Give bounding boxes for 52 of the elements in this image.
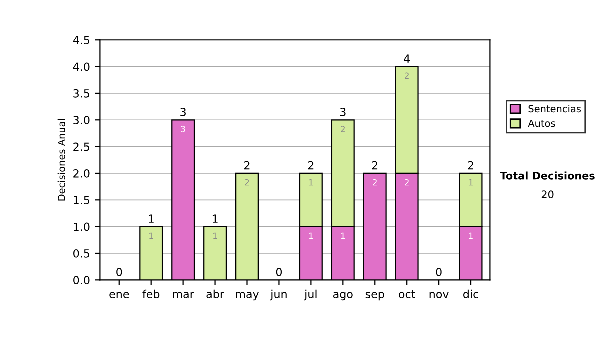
total-label: 3 xyxy=(340,108,346,116)
x-tick-label: may xyxy=(236,292,260,301)
x-tick-label: sep xyxy=(366,292,384,301)
legend-label: Sentencias xyxy=(528,105,582,113)
total-label: 2 xyxy=(244,161,250,170)
total-label: 0 xyxy=(436,268,442,276)
data-label: 2 xyxy=(341,126,345,132)
y-tick-label: 4.5 xyxy=(73,36,90,44)
data-label: 3 xyxy=(181,126,186,132)
total-label: 2 xyxy=(308,161,314,170)
x-tick-label: jun xyxy=(270,290,287,301)
data-label: 2 xyxy=(245,179,250,186)
data-label: 1 xyxy=(214,232,218,239)
total-label: 0 xyxy=(276,268,282,276)
total-label: 2 xyxy=(372,161,378,170)
y-tick-label: 4.0 xyxy=(73,62,90,72)
y-tick-label: 3.5 xyxy=(74,89,90,98)
y-tick-label: 1.5 xyxy=(74,196,90,205)
y-tick-label: 2.5 xyxy=(74,142,90,152)
data-label: 1 xyxy=(469,180,473,186)
y-axis-title: Decisiones Anual xyxy=(58,119,66,201)
total-label: 0 xyxy=(116,268,122,276)
total-label: 1 xyxy=(212,214,218,223)
y-tick-label: 0.0 xyxy=(74,276,90,285)
x-tick-label: ene xyxy=(110,292,130,298)
x-tick-label: ago xyxy=(333,292,353,301)
y-tick-label: 1.0 xyxy=(74,222,90,232)
data-label: 2 xyxy=(405,179,409,186)
data-label: 1 xyxy=(341,232,346,239)
x-tick-label: mar xyxy=(173,292,194,298)
data-label: 1 xyxy=(469,232,473,239)
data-label: 2 xyxy=(373,179,377,186)
x-tick-label: oct xyxy=(399,290,416,298)
data-label: 1 xyxy=(309,232,314,239)
legend-label: Autos xyxy=(528,120,556,128)
x-tick-label: feb xyxy=(142,290,160,298)
text: Total Decisiones xyxy=(500,172,595,180)
x-tick-label: abr xyxy=(206,290,224,298)
data-label: 1 xyxy=(150,232,154,239)
total-label: 4 xyxy=(404,54,410,63)
text: 20 xyxy=(542,190,554,199)
total-label: 1 xyxy=(149,214,154,223)
x-tick-label: nov xyxy=(430,292,449,298)
x-tick-label: dic xyxy=(464,290,478,298)
x-tick-label: jul xyxy=(304,290,317,301)
total-label: 3 xyxy=(180,108,186,116)
y-tick-label: 2.0 xyxy=(74,169,90,178)
total-label: 2 xyxy=(468,161,474,170)
data-label: 2 xyxy=(405,72,409,79)
y-tick-label: 0.5 xyxy=(74,249,90,258)
y-tick-label: 3.0 xyxy=(74,116,90,125)
data-label: 1 xyxy=(309,180,314,186)
